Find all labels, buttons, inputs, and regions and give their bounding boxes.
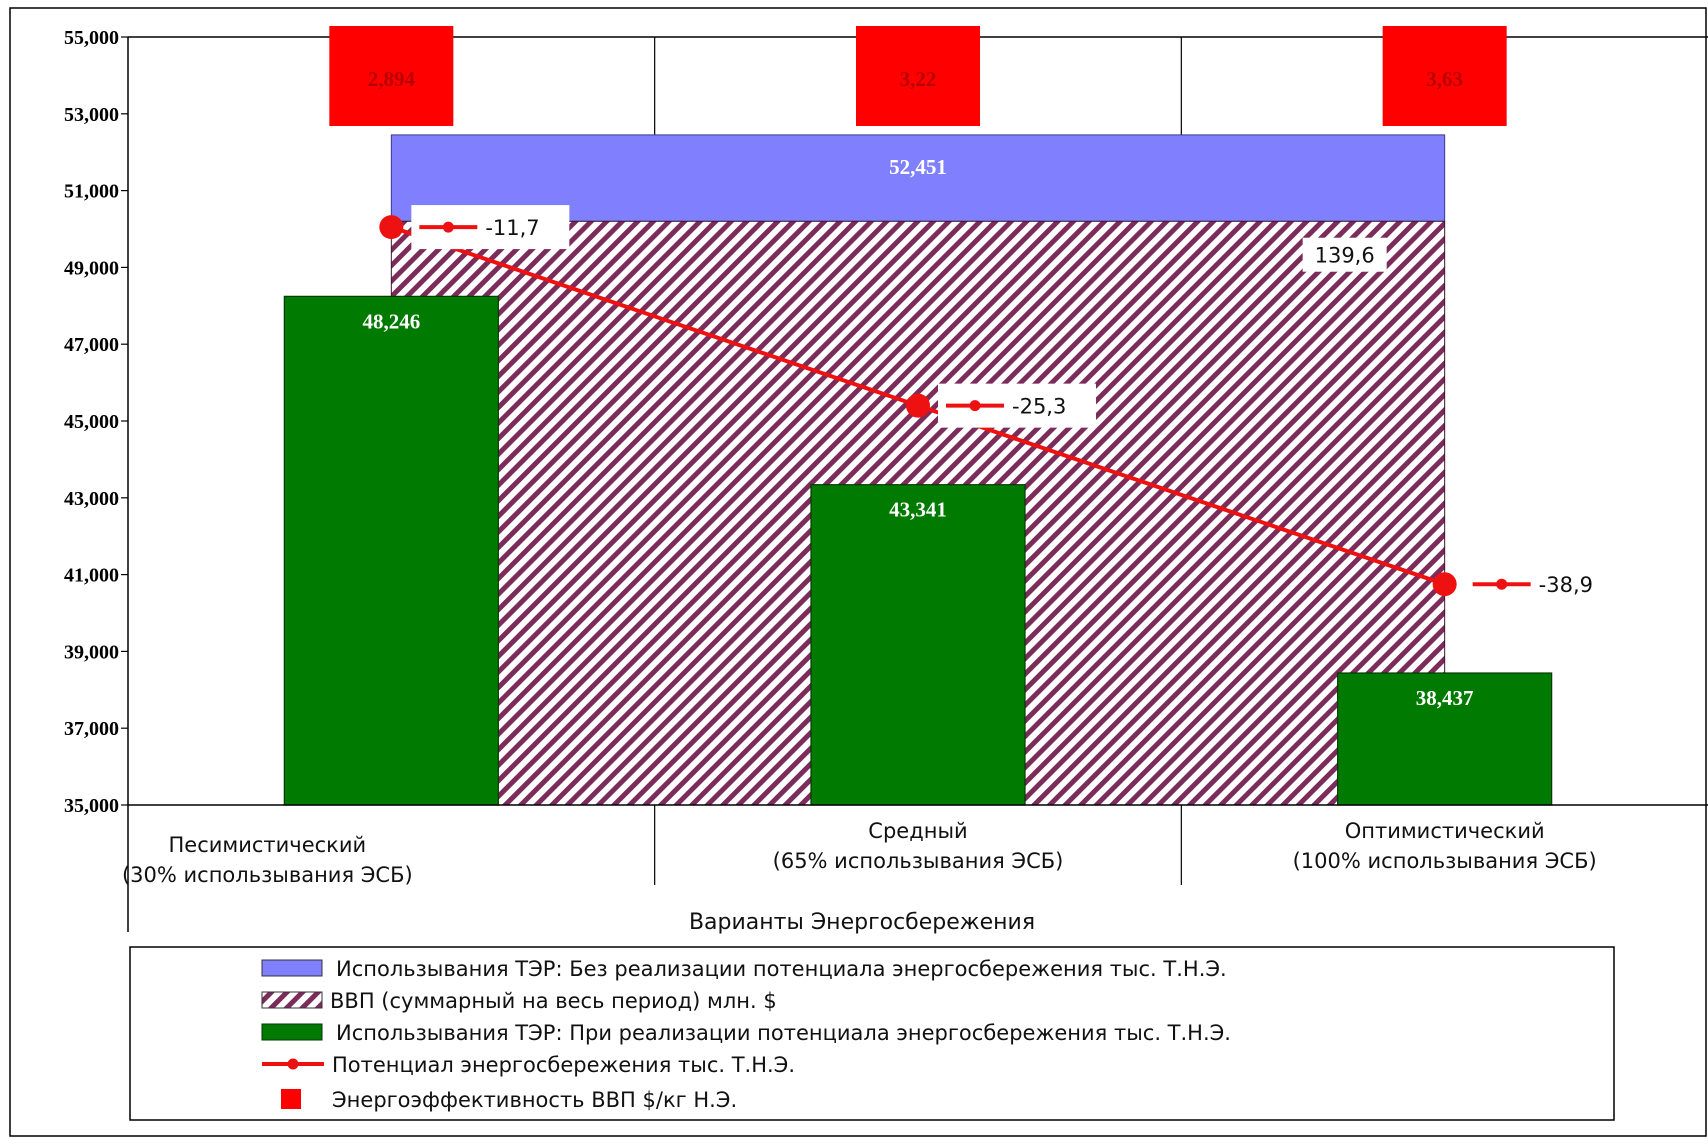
y-tick-label: 41,000 [64,565,119,587]
bar [283,295,499,806]
legend-label: Использывания ТЭР: При реализации потенц… [336,1021,1231,1045]
legend-label: ВВП (суммарный на весь период) млн. $ [330,989,777,1013]
bar [1337,672,1553,806]
bar-label: 43,341 [889,498,947,522]
efficiency-label: 3,22 [900,67,937,91]
category-label: (100% использывания ЭСБ) [1293,849,1597,873]
gdp-label: 139,6 [1315,244,1375,268]
y-tick-label: 53,000 [64,104,119,126]
savings-label: -11,7 [485,216,539,240]
y-tick-label: 35,000 [64,795,119,817]
savings-label: -25,3 [1012,395,1066,419]
efficiency-label: 2,894 [368,67,416,91]
legend: Использывания ТЭР: Без реализации потенц… [129,946,1615,1121]
savings-point [906,393,930,418]
legend-label: Энергоэффективность ВВП $/кг Н.Э. [332,1088,737,1112]
marker-series: 2,894 3,22 3,63 [329,26,1507,126]
savings-label-key-dot [969,400,981,412]
efficiency-label: 3,63 [1426,67,1463,91]
legend-swatch-gdp [261,991,323,1009]
gdp-label-box [1302,237,1387,272]
efficiency-marker [1382,26,1507,126]
y-tick-label: 43,000 [64,488,119,510]
efficiency-marker [856,26,980,126]
y-tick-label: 37,000 [64,718,119,740]
savings-label: -38,9 [1539,573,1593,597]
bar-series: 48,246 43,341 38,437 [283,295,1553,806]
axes: 35,000 37,000 39,000 41,000 43,000 45,000 47,0… [64,27,1708,932]
chart-border [9,7,1707,1137]
category-label: Средный [868,819,967,843]
legend-swatch-with-savings [261,1023,323,1041]
legend-swatch-marker [281,1089,301,1109]
savings-point [1432,572,1457,597]
y-tick-label: 47,000 [64,334,119,356]
category-label: Песимистический [168,833,366,857]
bar [810,484,1026,806]
line-series: -11,7 -25,3 -38,9 [379,205,1623,607]
bar-label: 48,246 [362,309,420,333]
axis-labels: Песимистический (30% использывания ЭСБ) Ср… [122,819,1597,935]
category-label: Оптимистический [1345,819,1545,843]
category-label: (30% использывания ЭСБ) [122,863,413,887]
x-axis-title: Варианты Энергосбережения [689,910,1035,935]
y-tick-label: 45,000 [64,411,119,433]
bar-label: 38,437 [1416,686,1474,710]
legend-swatch-line-dot [287,1058,299,1070]
area-no-savings-label: 52,451 [889,155,947,179]
legend-box [129,946,1615,1121]
efficiency-marker [329,26,454,126]
savings-label-key-dot [442,221,454,233]
legend-swatch-no-savings [261,959,323,977]
y-tick-label: 39,000 [64,641,119,663]
legend-label: Использывания ТЭР: Без реализации потенц… [336,957,1227,981]
legend-label: Потенциал энергосбережения тыс. Т.Н.Э. [332,1053,795,1077]
category-label: (65% использывания ЭСБ) [773,849,1064,873]
savings-label-key-dot [1496,578,1508,590]
y-tick-label: 55,000 [64,27,119,49]
y-tick-label: 51,000 [64,181,119,203]
y-tick-label: 49,000 [64,257,119,279]
savings-point [379,215,404,240]
